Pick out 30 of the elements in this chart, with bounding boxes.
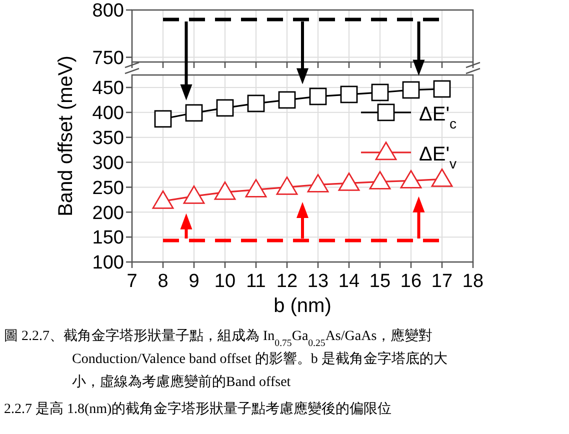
x-tick-label: 8 (158, 271, 168, 292)
text: Conduction/Valence band offset 的影響。b 是截角金字塔底的大 (72, 351, 448, 367)
x-tick-label: 18 (462, 271, 484, 292)
x-tick-label: 15 (369, 271, 391, 292)
text: 小，虛線為考慮應變前的Band offset (72, 374, 291, 390)
y-tick-label: 800 (92, 0, 124, 22)
legend-label: ΔE'$_{v}$ (419, 143, 457, 172)
y-tick-label: 450 (92, 78, 124, 100)
x-tick-label: 7 (126, 271, 138, 292)
text: 2.2.7 是高 1.8(nm)的截角金字塔形狀量子點考慮應變後的偏限位 (4, 401, 392, 417)
y-tick-label: 100 (92, 252, 124, 274)
y-tick-label: 250 (92, 178, 124, 199)
x-tick-label: 13 (307, 271, 329, 292)
x-tick-label: 9 (188, 271, 200, 292)
y-tick-label: 150 (92, 228, 124, 249)
y-axis-title: Band offset (meV) (55, 56, 77, 216)
y-tick-label: 350 (92, 128, 124, 149)
legend-label: ΔE'$_{c}$ (419, 103, 457, 132)
y-tick-label: 200 (92, 202, 124, 224)
x-tick-label: 11 (246, 271, 266, 292)
y-tick-label: 300 (92, 152, 124, 174)
x-tick-label: 16 (400, 271, 422, 292)
y-tick-label: 750 (92, 48, 124, 69)
y-tick-label: 400 (92, 103, 124, 124)
x-axis-title: b (nm) (274, 295, 332, 317)
x-tick-label: 10 (214, 271, 236, 292)
caption: 圖 2.2.7、截角金字塔形狀量子點，組成為 In$_{0.75}$Ga$_{0.25}$As/GaAs，應變對 (4, 328, 433, 348)
x-tick-label: 17 (431, 271, 453, 292)
x-tick-label: 14 (338, 271, 360, 292)
x-tick-label: 12 (276, 271, 298, 292)
